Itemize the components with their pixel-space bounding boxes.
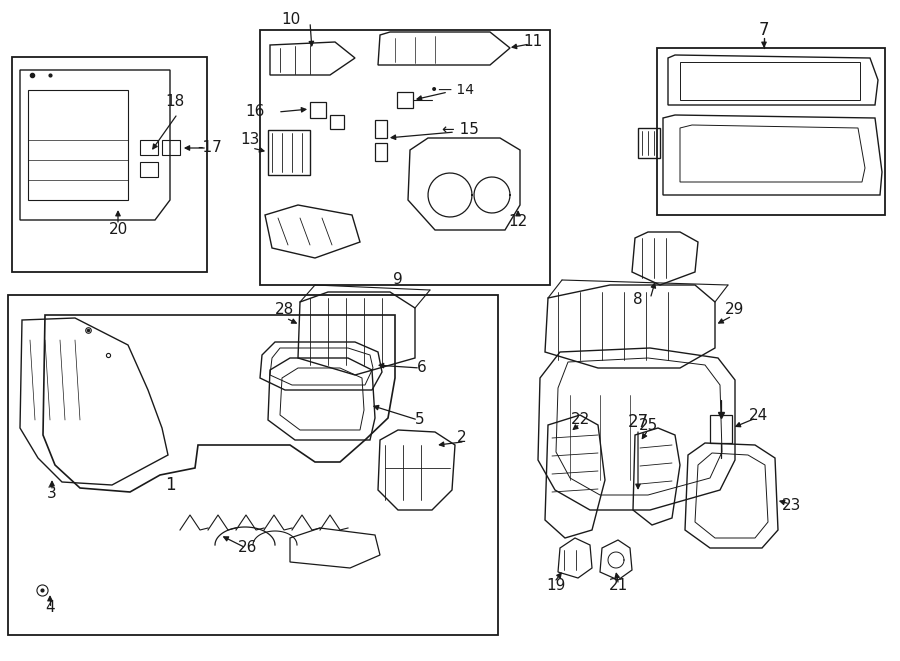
- Text: 7: 7: [759, 21, 769, 39]
- Bar: [375, 143, 387, 161]
- Text: 6: 6: [417, 360, 427, 375]
- Text: 27: 27: [627, 413, 649, 431]
- Text: 22: 22: [571, 412, 590, 428]
- Text: 2: 2: [457, 430, 467, 446]
- Bar: [710, 415, 732, 443]
- Text: -17: -17: [198, 141, 222, 155]
- Bar: [8, 295, 498, 635]
- Bar: [330, 115, 344, 129]
- Bar: [162, 140, 180, 155]
- Text: 13: 13: [240, 132, 260, 147]
- Text: 8: 8: [634, 293, 643, 307]
- Bar: [397, 92, 413, 108]
- Text: 29: 29: [725, 303, 744, 317]
- Text: 12: 12: [508, 215, 527, 229]
- Text: 3: 3: [47, 485, 57, 500]
- Text: 1: 1: [165, 476, 176, 494]
- Text: 4: 4: [45, 600, 55, 615]
- Bar: [140, 162, 158, 177]
- Bar: [657, 48, 885, 215]
- Bar: [375, 120, 387, 138]
- Text: 10: 10: [282, 13, 301, 28]
- Text: 16: 16: [246, 104, 265, 120]
- Text: 5: 5: [415, 412, 425, 428]
- Text: 19: 19: [546, 578, 566, 592]
- Text: 28: 28: [274, 303, 293, 317]
- Text: 21: 21: [608, 578, 627, 592]
- Text: 20: 20: [108, 223, 128, 237]
- Text: 26: 26: [238, 541, 257, 555]
- Text: 25: 25: [638, 418, 658, 432]
- Bar: [310, 102, 326, 118]
- Text: •— 14: •— 14: [430, 83, 474, 97]
- Bar: [260, 30, 550, 285]
- Bar: [12, 57, 207, 272]
- Text: 11: 11: [524, 34, 543, 50]
- Text: 23: 23: [782, 498, 802, 512]
- Bar: [140, 140, 158, 155]
- Text: ← 15: ← 15: [442, 122, 479, 137]
- Text: 24: 24: [749, 407, 768, 422]
- Text: 9: 9: [393, 272, 403, 288]
- Bar: [28, 90, 128, 200]
- Text: 18: 18: [166, 95, 184, 110]
- Bar: [680, 62, 860, 100]
